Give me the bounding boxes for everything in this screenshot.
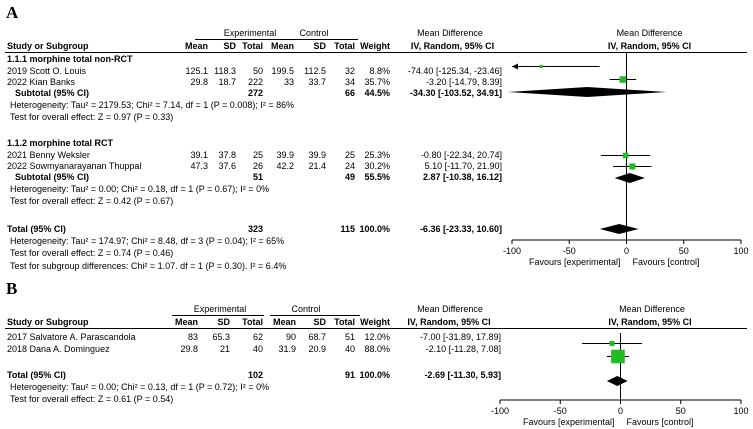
b-header-md-left: Mean Difference [417,304,483,314]
x-tick-label: 100 [733,406,748,416]
b-col-sd-c: SD [313,317,326,327]
a-header-control: Control [299,28,329,38]
a-col-ci-left: IV, Random, 95% CI [410,41,495,51]
study-square [619,76,627,83]
a-sub2-overall-test: Test for overall effect: Z = 0.42 (P = 0… [10,196,174,206]
x-tick-label: -50 [563,246,576,256]
panel-a-label: A [6,3,19,22]
a-col-total-e: Total [242,41,263,51]
a-header-experimental: Experimental [223,28,277,38]
a-header-md-left: Mean Difference [417,28,483,38]
study-square [622,152,629,159]
b-header-md-right: Mean Difference [619,304,685,314]
study-square [629,163,636,170]
b-col-study: Study or Subgroup [7,317,89,327]
a-col-sd-c: SD [313,41,326,51]
a-col-mean-e: Mean [184,41,208,51]
b-header-experimental: Experimental [193,304,247,314]
x-tick-label: 0 [624,246,629,256]
favours-control-label: Favours [control] [633,257,700,267]
x-tick-label: -100 [491,406,509,416]
b-col-ci-right: IV, Random, 95% CI [608,317,692,327]
pooled-diamond [507,87,667,97]
x-tick-label: 50 [679,246,689,256]
x-tick-label: 100 [733,246,748,256]
b-total-heterogeneity: Heterogeneity: Tau² = 0.00; Chi² = 0.13,… [10,382,270,392]
b-col-ci-left: IV, Random, 95% CI [407,317,491,327]
a-col-study: Study or Subgroup [7,41,89,51]
study-square [611,349,625,364]
b-col-mean-e: Mean [174,317,198,327]
favours-experimental-label: Favours [experimental] [523,417,615,427]
a-col-weight: Weight [360,41,390,51]
study-square [609,340,615,347]
ci-arrow [512,63,518,70]
panel-b-label: B [6,279,18,298]
a-sub2-title: 1.1.2 morphine total RCT [7,138,114,148]
pooled-diamond [606,376,628,386]
study-square [539,64,543,69]
a-col-mean-c: Mean [270,41,294,51]
x-tick-label: 0 [618,406,623,416]
x-tick-label: -100 [503,246,521,256]
favours-control-label: Favours [control] [627,417,694,427]
a-header-md-right: Mean Difference [616,28,683,38]
x-tick-label: -50 [554,406,567,416]
a-col-ci-right: IV, Random, 95% CI [607,41,692,51]
b-header-control: Control [291,304,321,314]
b-col-total-c: Total [334,317,355,327]
a-col-sd-e: SD [223,41,236,51]
pooled-diamond [599,224,639,234]
b-col-sd-e: SD [217,317,230,327]
b-col-weight: Weight [360,317,390,327]
b-total-overall-test: Test for overall effect: Z = 0.61 (P = 0… [10,394,174,404]
a-total-heterogeneity: Heterogeneity: Tau² = 174.97; Chi² = 8.4… [10,236,285,246]
b-col-mean-c: Mean [272,317,296,327]
a-subgroup-test: Test for subgroup differences: Chi² = 1.… [10,261,287,271]
b-col-total-e: Total [242,317,263,327]
x-tick-label: 50 [676,406,686,416]
pooled-diamond [614,173,645,183]
a-sub2-heterogeneity: Heterogeneity: Tau² = 0.00; Chi² = 0.18,… [10,184,270,194]
a-sub1-overall-test: Test for overall effect: Z = 0.97 (P = 0… [10,112,174,122]
a-sub1-title: 1.1.1 morphine total non-RCT [7,54,133,64]
a-sub1-heterogeneity: Heterogeneity: Tau² = 2179.53; Chi² = 7.… [10,100,295,110]
favours-experimental-label: Favours [experimental] [529,257,621,267]
a-total-overall-test: Test for overall effect: Z = 0.74 (P = 0… [10,248,174,258]
a-col-total-c: Total [334,41,355,51]
